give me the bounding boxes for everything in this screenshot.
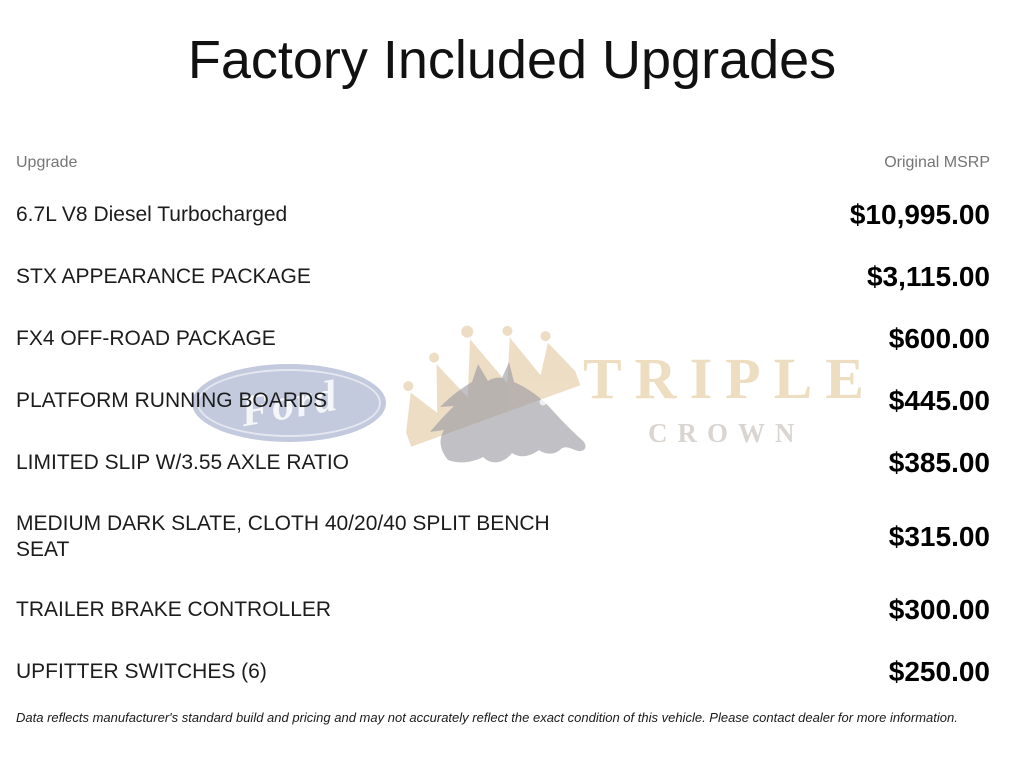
- upgrade-name: FX4 OFF-ROAD PACKAGE: [16, 327, 276, 350]
- upgrade-name: MEDIUM DARK SLATE, CLOTH 40/20/40 SPLIT …: [16, 511, 550, 561]
- factory-upgrades-page: Factory Included Upgrades Upgrade Origin…: [16, 30, 990, 725]
- upgrade-name: UPFITTER SWITCHES (6): [16, 660, 267, 683]
- upgrade-price: $315.00: [888, 520, 990, 552]
- table-row: FX4 OFF-ROAD PACKAGE $600.00: [16, 308, 990, 370]
- upgrade-name: PLATFORM RUNNING BOARDS: [16, 389, 328, 412]
- upgrade-price: $250.00: [888, 656, 990, 687]
- upgrade-price: $445.00: [888, 385, 990, 416]
- upgrade-price: $3,115.00: [866, 261, 990, 292]
- upgrade-name: TRAILER BRAKE CONTROLLER: [16, 598, 332, 621]
- table-row: 6.7L V8 Diesel Turbocharged $10,995.00: [16, 184, 990, 246]
- table-row: MEDIUM DARK SLATE, CLOTH 40/20/40 SPLIT …: [16, 494, 990, 579]
- page-title: Factory Included Upgrades: [187, 30, 837, 90]
- table-row: STX APPEARANCE PACKAGE $3,115.00: [16, 246, 990, 308]
- upgrade-price: $300.00: [888, 594, 990, 625]
- column-header-upgrade: Upgrade: [16, 154, 78, 171]
- column-header-msrp: Original MSRP: [884, 154, 990, 171]
- table-row: UPFITTER SWITCHES (6) $250.00: [16, 641, 990, 703]
- upgrade-name: LIMITED SLIP W/3.55 AXLE RATIO: [16, 451, 350, 474]
- table-row: PLATFORM RUNNING BOARDS $445.00: [16, 370, 990, 432]
- upgrade-price: $10,995.00: [849, 199, 990, 230]
- table-row: LIMITED SLIP W/3.55 AXLE RATIO $385.00: [16, 432, 990, 494]
- upgrade-price: $385.00: [888, 447, 990, 478]
- table-header-row: Upgrade Original MSRP: [16, 154, 990, 184]
- table-row: TRAILER BRAKE CONTROLLER $300.00: [16, 579, 990, 641]
- upgrades-table: Upgrade Original MSRP 6.7L V8 Diesel Tur…: [16, 154, 990, 703]
- disclaimer-text: Data reflects manufacturer's standard bu…: [16, 710, 958, 725]
- upgrade-price: $600.00: [888, 323, 990, 354]
- upgrade-name: 6.7L V8 Diesel Turbocharged: [16, 203, 288, 226]
- upgrade-name: STX APPEARANCE PACKAGE: [16, 265, 311, 288]
